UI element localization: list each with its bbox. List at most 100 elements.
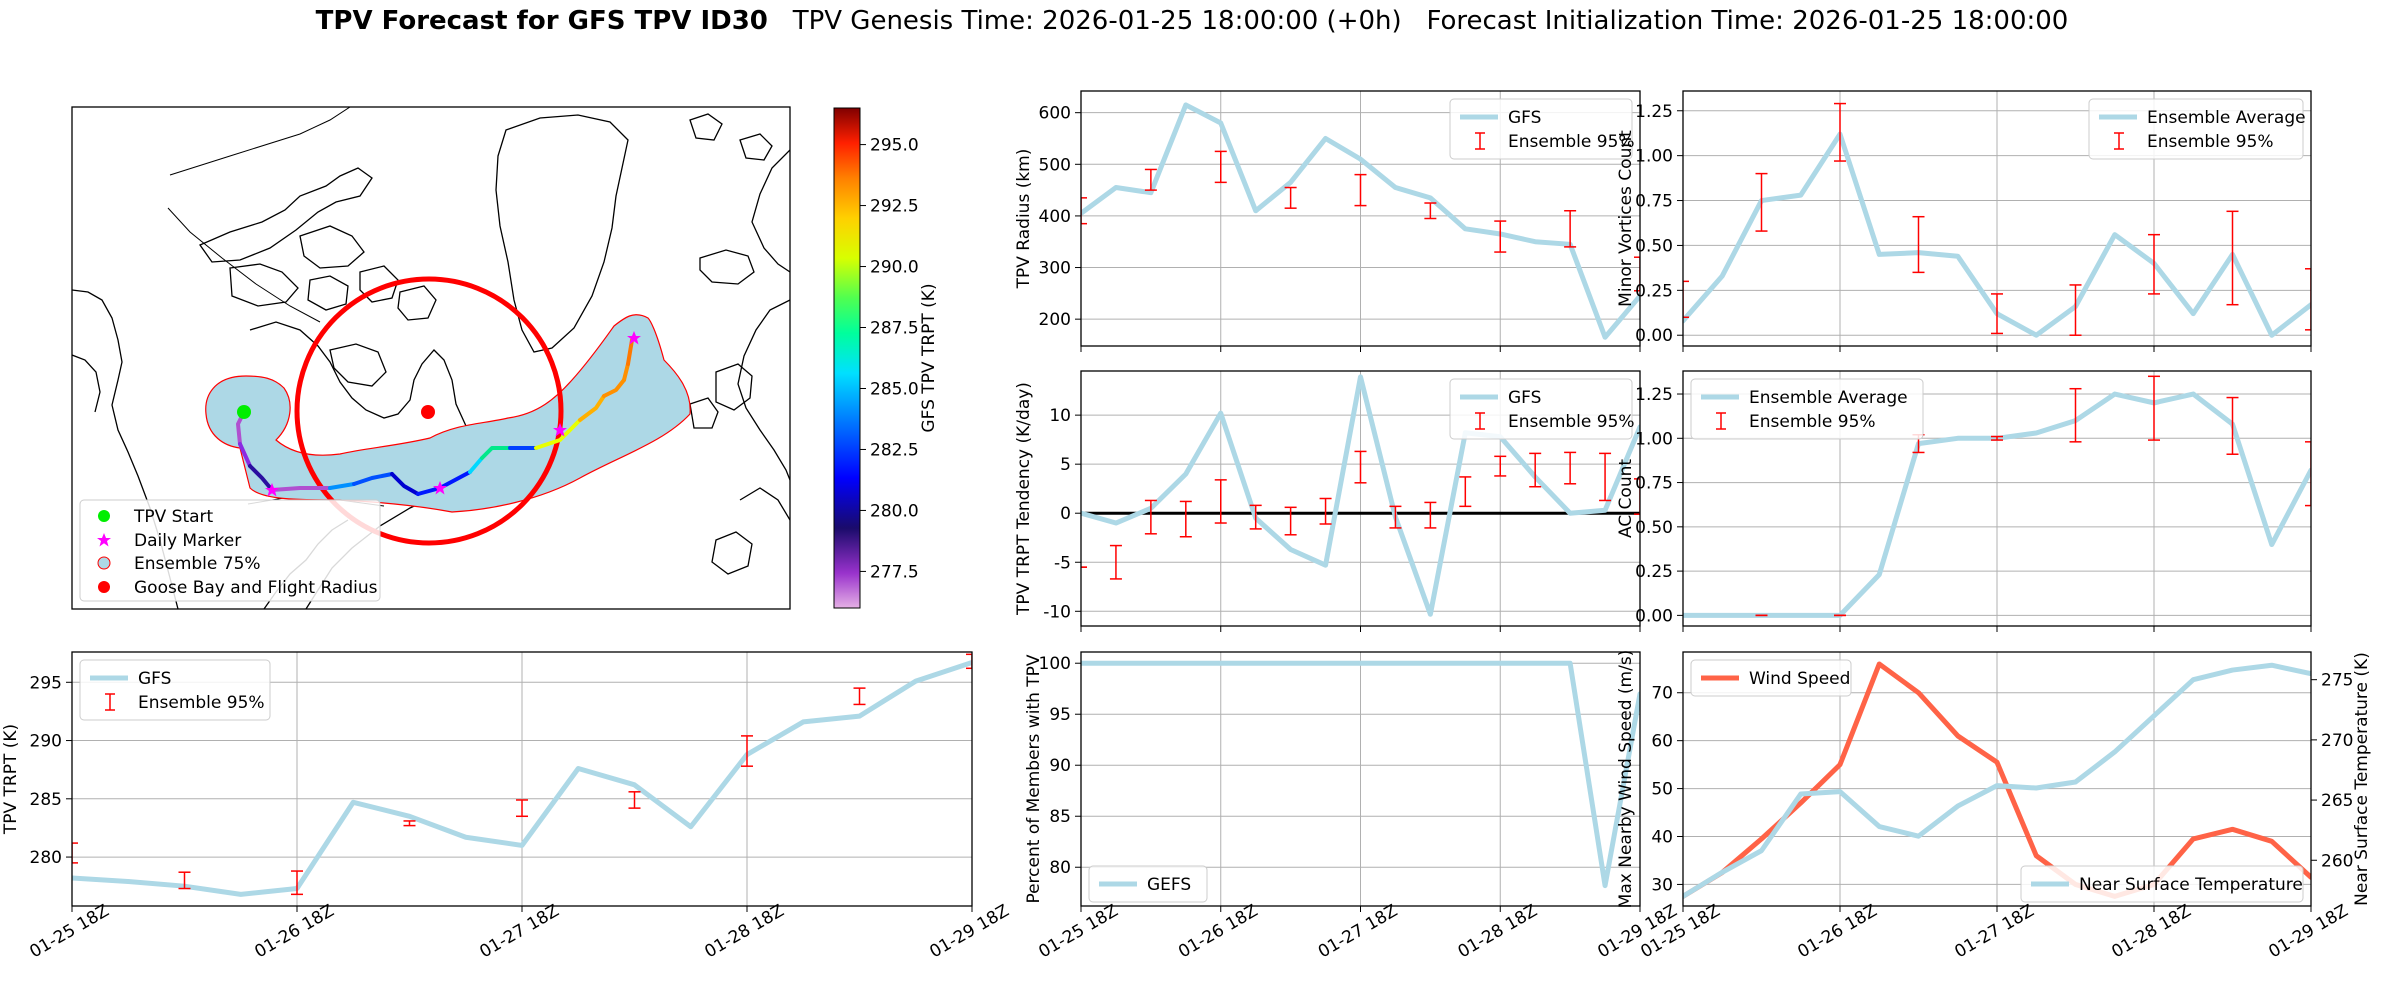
minor-frame (1682, 90, 2312, 347)
members-legend-label: GEFS (1147, 875, 1191, 895)
trpt-legend-label: GFS (138, 669, 171, 689)
tendency-ytick-label: 10 (1049, 406, 1071, 426)
tendency-ytick-label: 5 (1060, 455, 1071, 475)
ac-ytick-label: 1.25 (1635, 385, 1673, 405)
colorbar-tick-label: 285.0 (870, 379, 919, 399)
ac-frame (1682, 370, 2312, 627)
daily-marker-star (433, 481, 447, 495)
minor-ylabel: Minor Vortices Count (1616, 130, 1636, 307)
tendency-legend: GFS Ensemble 95% (1449, 378, 1635, 440)
members-legend: GEFS (1088, 865, 1208, 903)
trpt-ytick-label: 295 (30, 673, 62, 693)
legend-goose-bay-icon (98, 581, 110, 593)
members-xtick-label: 01-28 18Z (1455, 901, 1541, 962)
trpt-xtick-label: 01-28 18Z (701, 901, 787, 962)
members-ytick-label: 95 (1049, 705, 1071, 725)
radius-ytick-label: 300 (1039, 259, 1071, 279)
tendency-legend-label: GFS (1508, 388, 1541, 408)
ac-ylabel: AC Count (1616, 459, 1636, 538)
trpt-plot-area (72, 653, 972, 897)
wind_temp-legend-box (1690, 659, 1852, 697)
radius-ytick-label: 600 (1039, 104, 1071, 124)
daily-marker-star (265, 483, 279, 497)
members-xtick-label: 01-26 18Z (1175, 901, 1261, 962)
daily-marker-star (553, 423, 567, 437)
trpt-frame (71, 651, 973, 907)
members-xtick-label: 01-27 18Z (1315, 901, 1401, 962)
wind_temp-xtick-label: 01-26 18Z (1794, 901, 1880, 962)
tendency-ytick-label: -5 (1054, 553, 1071, 573)
tendency-ylabel: TPV TRPT Tendency (K/day) (1014, 382, 1034, 616)
radius-ylabel: TPV Radius (km) (1014, 149, 1034, 290)
wind_temp-frame (1682, 651, 2312, 907)
radius-legend-box (1449, 98, 1633, 160)
trpt-xtick-label: 01-26 18Z (251, 901, 337, 962)
wind_temp-legend: Near Surface Temperature (2020, 865, 2304, 903)
figure-title: TPV Forecast for GFS TPV ID30 TPV Genesi… (0, 6, 2384, 36)
wind_temp-ytick-label: 60 (1651, 732, 1673, 752)
members-ylabel: Percent of Members with TPV (1024, 654, 1044, 903)
ac-legend-label: Ensemble Average (1749, 388, 1908, 408)
wind_temp-xtick-label: 01-28 18Z (2108, 901, 2194, 962)
trpt-ytick-label: 290 (30, 732, 62, 752)
tendency-errorbars (1081, 450, 1640, 580)
tendency-plot-area (1081, 374, 1640, 617)
wind_temp-ytick-label: 50 (1651, 780, 1673, 800)
legend-ensemble-75-icon (97, 556, 111, 570)
colorbar-bar (833, 107, 861, 609)
wind_temp-xtick-label: 01-27 18Z (1951, 901, 2037, 962)
trpt-ytick-label: 280 (30, 848, 62, 868)
minor-ytick-label: 0.00 (1635, 326, 1673, 346)
radius-legend-label: Ensemble 95% (1508, 132, 1635, 152)
members-ytick-label: 85 (1049, 807, 1071, 827)
colorbar-tick-label: 287.5 (870, 319, 919, 339)
members-ytick-label: 100 (1039, 654, 1071, 674)
ac-panel: 0.00 0.25 0.50 0.75 1.00 1.25 AC Count Ensemble… (1616, 370, 2312, 632)
radius-errorbars (1081, 150, 1640, 292)
legend-daily-marker-label: Daily Marker (134, 531, 241, 551)
goose-bay-radius-circle (294, 276, 564, 546)
radius-ytick-label: 400 (1039, 207, 1071, 227)
minor-errorbars (1683, 102, 2311, 336)
trpt-legend-label: Ensemble 95% (138, 693, 265, 713)
colorbar-tick-label: 280.0 (870, 501, 919, 521)
tendency-legend-box (1449, 378, 1633, 440)
tendency-frame (1080, 370, 1641, 627)
tendency-ytick-label: 0 (1060, 504, 1071, 524)
trpt-xtick-label: 01-27 18Z (476, 901, 562, 962)
wind_temp-ytick-label: 70 (1651, 684, 1673, 704)
tpv-start-marker (237, 405, 251, 419)
ac-ytick-label: 0.75 (1635, 474, 1673, 494)
ac-legend: Ensemble Average Ensemble 95% (1690, 378, 1924, 440)
ac-ytick-label: 1.00 (1635, 429, 1673, 449)
map-panel: TPV Start Daily Marker Ensemble 75% Goos… (71, 106, 939, 610)
wind_temp-legend: Wind Speed (1690, 659, 1852, 697)
members-ytick-label: 80 (1049, 858, 1071, 878)
wind_temp-legend-label: Near Surface Temperature (2079, 875, 2303, 895)
members-ytick-label: 90 (1049, 756, 1071, 776)
figure-title-genesis: TPV Genesis Time: 2026-01-25 18:00:00 (+… (792, 6, 1402, 36)
legend-daily-marker-icon (97, 533, 111, 547)
wind_temp-ytick-right-label: 260 (2321, 851, 2353, 871)
goose-bay-marker (421, 405, 435, 419)
colorbar-tick-label: 282.5 (870, 440, 919, 460)
wind_temp-legend-box (2020, 865, 2304, 903)
members-panel: 80 85 90 95 100 01-25 18Z 01-26 18Z 01-27 18Z 01… (1024, 651, 1681, 962)
map-frame (71, 106, 791, 610)
wind_temp-series-points (1683, 665, 2311, 897)
radius-plot-area (1081, 102, 1640, 340)
wind_temp-legend-label: Wind Speed (1749, 669, 1850, 689)
trpt-xtick-label: 01-29 18Z (926, 901, 1012, 962)
members-xtick-label: 01-25 18Z (1035, 901, 1121, 962)
minor-plot-area (1683, 102, 2311, 338)
minor-ytick-label: 0.50 (1635, 236, 1673, 256)
legend-ensemble-75-label: Ensemble 75% (134, 554, 261, 574)
minor-ytick-label: 0.75 (1635, 192, 1673, 212)
radius-frame (1080, 90, 1641, 347)
trpt-errorbars (72, 653, 972, 896)
wind_temp-ytick-right-label: 275 (2321, 671, 2353, 691)
trpt-ytick-label: 285 (30, 790, 62, 810)
daily-markers (265, 331, 641, 497)
